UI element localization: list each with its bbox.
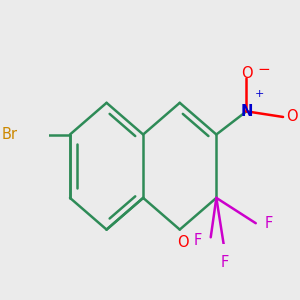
Text: F: F [221, 255, 229, 270]
Text: O: O [177, 235, 188, 250]
Text: O: O [286, 110, 297, 124]
Text: Br: Br [2, 127, 18, 142]
Text: +: + [254, 89, 264, 99]
Text: F: F [264, 216, 272, 231]
Text: F: F [194, 232, 202, 247]
Text: N: N [240, 104, 253, 119]
Text: O: O [241, 66, 252, 81]
Text: −: − [257, 61, 270, 76]
